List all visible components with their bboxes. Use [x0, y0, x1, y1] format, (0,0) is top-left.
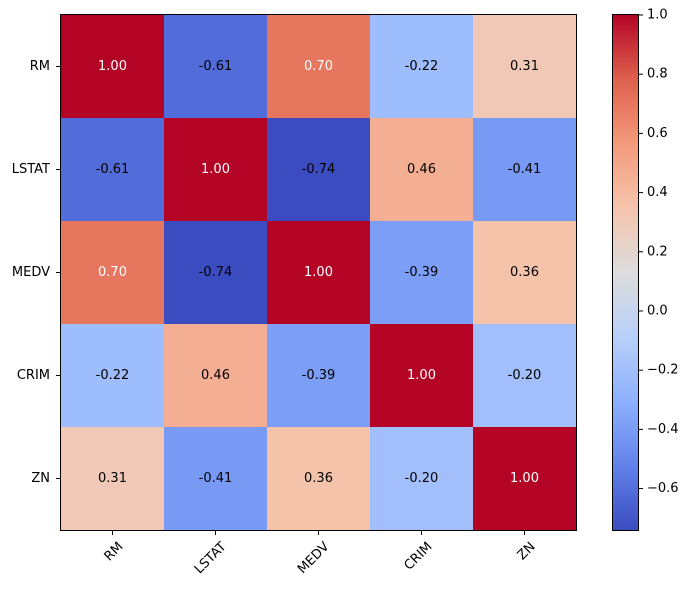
heatmap-cells — [61, 15, 577, 531]
cell-value-label: 1.00 — [201, 162, 230, 177]
colorbar-tick-label: 0.6 — [647, 126, 668, 141]
heatmap-cell — [164, 221, 268, 325]
cell-value-label: -0.41 — [199, 471, 233, 486]
heatmap-cell — [267, 15, 371, 119]
heatmap-cell — [370, 324, 474, 428]
cell-value-label: 0.46 — [407, 162, 436, 177]
x-tick-label: CRIM — [401, 539, 435, 573]
cell-value-label: 0.31 — [98, 471, 127, 486]
cell-value-label: 0.70 — [98, 265, 127, 280]
heatmap-cell — [164, 118, 268, 222]
cell-value-label: 1.00 — [304, 265, 333, 280]
cell-value-label: 0.31 — [510, 59, 539, 74]
y-tick-label: ZN — [31, 471, 50, 486]
cell-value-label: 1.00 — [510, 471, 539, 486]
x-tick-label: ZN — [515, 539, 539, 563]
heatmap-cell-labels: 1.00 -0.61 0.70 -0.22 0.31 -0.61 1.00 -0.74 0.46… — [96, 59, 542, 486]
colorbar-tick-label: −0.2 — [647, 363, 679, 378]
cell-value-label: -0.22 — [96, 368, 130, 383]
y-axis: RM LSTAT MEDV CRIM ZN — [12, 59, 61, 486]
y-tick-label: MEDV — [12, 265, 50, 280]
cell-value-label: -0.39 — [302, 368, 336, 383]
cell-value-label: 0.36 — [510, 265, 539, 280]
cell-value-label: -0.74 — [199, 265, 233, 280]
cell-value-label: -0.20 — [405, 471, 439, 486]
heatmap-cell — [370, 118, 474, 222]
heatmap-cell — [61, 427, 165, 531]
x-tick-label: RM — [102, 539, 127, 564]
x-axis: RM LSTAT MEDV CRIM ZN — [102, 530, 539, 577]
heatmap-cell — [473, 221, 577, 325]
heatmap-cell — [164, 15, 268, 119]
colorbar-axis: 1.0 0.8 0.6 0.4 0.2 0.0 −0.2 −0.4 −0.6 — [638, 8, 679, 496]
x-tick-label: MEDV — [295, 539, 333, 577]
cell-value-label: -0.74 — [302, 162, 336, 177]
heatmap-cell — [61, 118, 165, 222]
cell-value-label: -0.22 — [405, 59, 439, 74]
heatmap-cell — [164, 324, 268, 428]
cell-value-label: -0.20 — [508, 368, 542, 383]
heatmap-cell — [473, 118, 577, 222]
colorbar-tick-label: 1.0 — [647, 8, 668, 23]
colorbar-tick-label: −0.4 — [647, 422, 679, 437]
colorbar-tick-label: 0.8 — [647, 67, 668, 82]
heatmap-cell — [267, 221, 371, 325]
cell-value-label: -0.61 — [96, 162, 130, 177]
cell-value-label: 0.46 — [201, 368, 230, 383]
heatmap-cell — [370, 221, 474, 325]
heatmap-cell — [61, 324, 165, 428]
cell-value-label: -0.41 — [508, 162, 542, 177]
heatmap-cell — [267, 324, 371, 428]
colorbar-tick-label: 0.2 — [647, 244, 668, 259]
colorbar-tick-label: 0.4 — [647, 185, 668, 200]
heatmap-cell — [473, 15, 577, 119]
heatmap-cell — [473, 324, 577, 428]
cell-value-label: -0.61 — [199, 59, 233, 74]
x-tick-label: LSTAT — [192, 539, 230, 577]
heatmap-cell — [370, 15, 474, 119]
cell-value-label: 0.70 — [304, 59, 333, 74]
y-tick-label: LSTAT — [12, 162, 50, 177]
heatmap-cell — [164, 427, 268, 531]
heatmap-cell — [370, 427, 474, 531]
y-tick-label: CRIM — [17, 368, 50, 383]
cell-value-label: 1.00 — [407, 368, 436, 383]
heatmap-cell — [473, 427, 577, 531]
colorbar-tick-label: 0.0 — [647, 303, 668, 318]
heatmap-cell — [61, 221, 165, 325]
cell-value-label: -0.39 — [405, 265, 439, 280]
cell-value-label: 1.00 — [98, 59, 127, 74]
cell-value-label: 0.36 — [304, 471, 333, 486]
heatmap-cell — [267, 427, 371, 531]
colorbar-tick-label: −0.6 — [647, 481, 679, 496]
heatmap-cell — [61, 15, 165, 119]
heatmap-cell — [267, 118, 371, 222]
colorbar — [612, 14, 639, 531]
y-tick-label: RM — [30, 59, 50, 74]
